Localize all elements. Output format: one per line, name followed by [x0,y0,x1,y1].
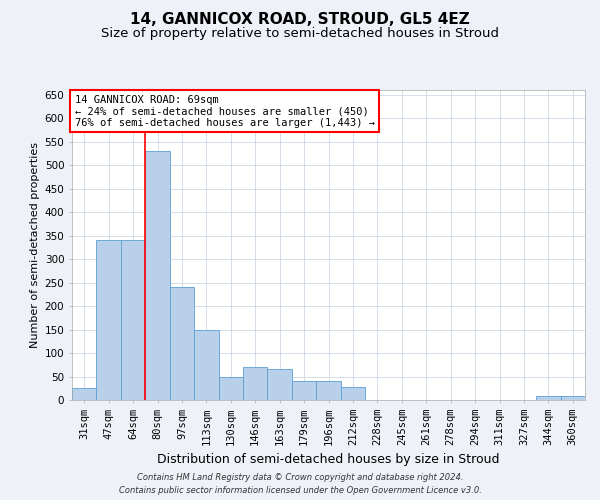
Bar [536,396,560,400]
Text: Size of property relative to semi-detached houses in Stroud: Size of property relative to semi-detach… [101,28,499,40]
Bar [145,151,170,400]
Bar [268,370,292,400]
Bar [243,367,268,400]
Text: Contains public sector information licensed under the Open Government Licence v3: Contains public sector information licen… [119,486,481,495]
Text: 14, GANNICOX ROAD, STROUD, GL5 4EZ: 14, GANNICOX ROAD, STROUD, GL5 4EZ [130,12,470,28]
Bar [560,396,585,400]
Text: 14 GANNICOX ROAD: 69sqm
← 24% of semi-detached houses are smaller (450)
76% of s: 14 GANNICOX ROAD: 69sqm ← 24% of semi-de… [74,94,374,128]
Y-axis label: Number of semi-detached properties: Number of semi-detached properties [31,142,40,348]
Bar [121,240,145,400]
Bar [292,381,316,400]
Bar [316,381,341,400]
Bar [194,330,218,400]
Bar [341,387,365,400]
Bar [170,288,194,400]
Bar [218,378,243,400]
X-axis label: Distribution of semi-detached houses by size in Stroud: Distribution of semi-detached houses by … [157,454,500,466]
Text: Contains HM Land Registry data © Crown copyright and database right 2024.: Contains HM Land Registry data © Crown c… [137,472,463,482]
Bar [97,240,121,400]
Bar [72,388,97,400]
